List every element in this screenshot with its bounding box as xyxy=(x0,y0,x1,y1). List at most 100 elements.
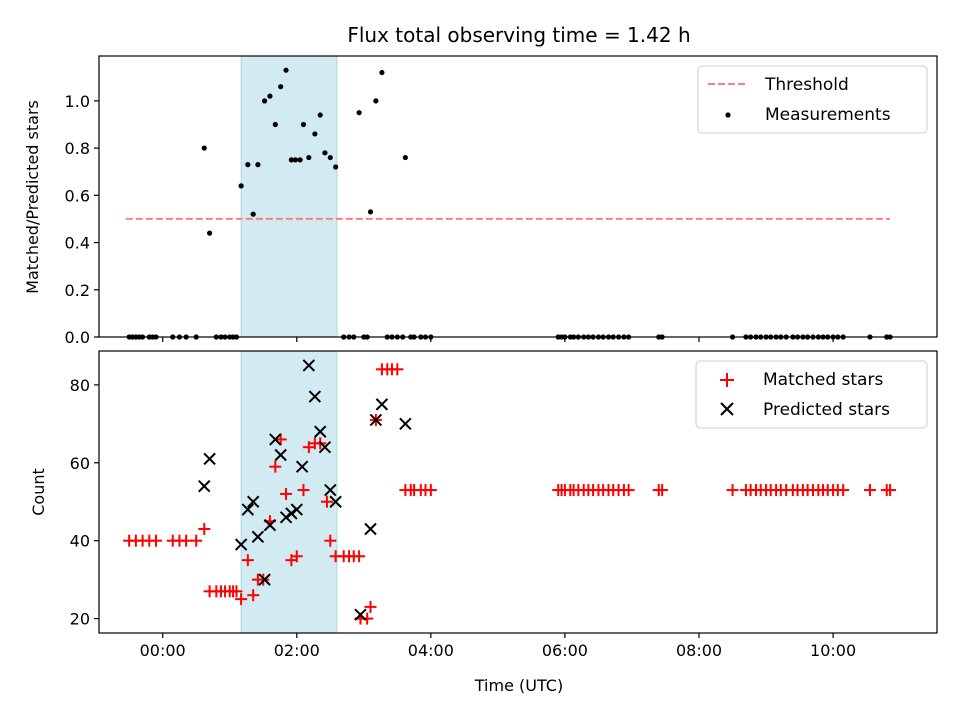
y-tick-label: 0.6 xyxy=(65,186,90,205)
matched-star-point xyxy=(320,495,333,508)
measurement-point xyxy=(367,209,374,215)
matched-star-point xyxy=(149,534,162,547)
measurement-point xyxy=(250,211,256,217)
y-tick-label: 20 xyxy=(70,610,90,629)
predicted-star-point xyxy=(354,608,367,621)
predicted-star-point xyxy=(369,413,383,427)
matched-star-point xyxy=(837,484,850,497)
matched-star-point xyxy=(235,593,248,606)
chart-title: Flux total observing time = 1.42 h xyxy=(347,23,690,47)
matched-star-point xyxy=(241,554,254,567)
predicted-star-point xyxy=(318,441,332,454)
matched-star-point xyxy=(190,534,203,547)
x-tick-label: 08:00 xyxy=(676,641,722,660)
predicted-star-point xyxy=(399,417,412,431)
x-axis-label: Time (UTC) xyxy=(474,676,563,695)
measurement-point xyxy=(402,154,408,161)
matched-star-point xyxy=(424,484,437,497)
legend-matched-swatch xyxy=(720,373,734,387)
predicted-star-point xyxy=(324,483,337,497)
predicted-star-point xyxy=(279,511,293,524)
measurement-point xyxy=(312,131,318,137)
y-tick-label: 0.2 xyxy=(65,281,90,300)
matched-star-point xyxy=(230,585,243,598)
matched-star-point xyxy=(290,550,303,563)
measurement-point xyxy=(297,157,303,163)
predicted-star-point xyxy=(198,479,211,493)
matched-star-point xyxy=(198,523,211,536)
y-tick-label: 0.4 xyxy=(65,234,90,253)
count-x-ticks: 00:00 02:00 04:00 06:00 08:00 10:00 xyxy=(140,633,856,660)
predicted-star-point xyxy=(269,433,282,446)
ratio-panel: Flux total observing time = 1.42 h 0.0 0.… xyxy=(23,23,938,347)
measurement-point xyxy=(322,150,328,156)
measurement-point xyxy=(333,164,339,170)
legend-measurements-label: Measurements xyxy=(765,105,891,125)
measurement-point xyxy=(245,162,251,168)
measurement-point xyxy=(317,112,323,118)
predicted-star-point xyxy=(302,359,316,372)
measurement-point xyxy=(272,121,278,128)
y-tick-label: 0.0 xyxy=(65,328,90,347)
matched-star-point xyxy=(391,363,404,376)
x-tick-label: 10:00 xyxy=(810,641,856,660)
matched-star-point xyxy=(884,484,897,497)
measurement-point xyxy=(255,162,261,168)
count-legend: Matched stars Predicted stars xyxy=(695,360,928,429)
measurement-point xyxy=(238,183,244,189)
predicted-star-point xyxy=(295,460,309,473)
predicted-star-point xyxy=(375,398,389,411)
predicted-star-point xyxy=(246,495,260,508)
measurement-point xyxy=(306,154,312,161)
matched-star-point xyxy=(324,534,337,547)
legend-predicted-label: Predicted stars xyxy=(763,400,890,420)
predicted-star-point xyxy=(364,522,377,536)
matched-star-point xyxy=(863,484,876,497)
y-tick-label: 0.8 xyxy=(65,139,90,158)
matched-star-point xyxy=(280,487,293,500)
x-tick-label: 06:00 xyxy=(542,641,588,660)
matched-star-point xyxy=(656,484,669,497)
ratio-x-ticks xyxy=(162,337,834,342)
predicted-star-point xyxy=(234,538,248,551)
count-axes-frame xyxy=(98,350,938,634)
x-tick-label: 02:00 xyxy=(274,641,320,660)
measurement-point xyxy=(278,84,284,90)
ratio-legend: Threshold Measurements xyxy=(697,65,928,134)
predicted-star-point xyxy=(241,503,255,516)
y-tick-label: 60 xyxy=(70,454,90,473)
x-tick-label: 04:00 xyxy=(408,641,454,660)
predicted-star-point xyxy=(263,518,277,532)
matched-star-point xyxy=(302,441,315,454)
ratio-legend-box xyxy=(697,65,928,134)
measurement-point xyxy=(267,93,273,99)
measurement-point xyxy=(283,67,289,73)
measurement-point xyxy=(261,98,268,104)
y-tick-label: 40 xyxy=(70,532,90,551)
predicted-star-point xyxy=(251,530,265,543)
predicted-star-point xyxy=(290,503,303,516)
predicted-star-point xyxy=(258,573,271,586)
y-tick-label: 1.0 xyxy=(65,92,90,111)
matched-star-point xyxy=(247,589,260,602)
predicted-star-point xyxy=(285,507,298,520)
x-tick-label: 00:00 xyxy=(140,641,186,660)
count-marks xyxy=(123,359,897,625)
ratio-axes-frame xyxy=(98,55,938,338)
matched-star-point xyxy=(180,534,193,547)
matched-star-point xyxy=(353,550,366,563)
legend-threshold-label: Threshold xyxy=(764,75,849,95)
legend-predicted-swatch xyxy=(720,402,734,416)
measurement-point xyxy=(300,121,307,128)
measurement-point xyxy=(379,69,385,76)
predicted-star-point xyxy=(329,495,342,508)
matched-star-point xyxy=(622,484,635,497)
measurement-point xyxy=(288,157,295,163)
legend-matched-label: Matched stars xyxy=(763,370,883,390)
measurement-point xyxy=(292,157,299,163)
predicted-star-point xyxy=(274,448,287,462)
y-tick-label: 80 xyxy=(70,376,90,395)
predicted-star-point xyxy=(203,452,216,466)
predicted-star-point xyxy=(314,425,327,438)
count-y-ticks: 20 40 60 80 xyxy=(70,376,99,629)
